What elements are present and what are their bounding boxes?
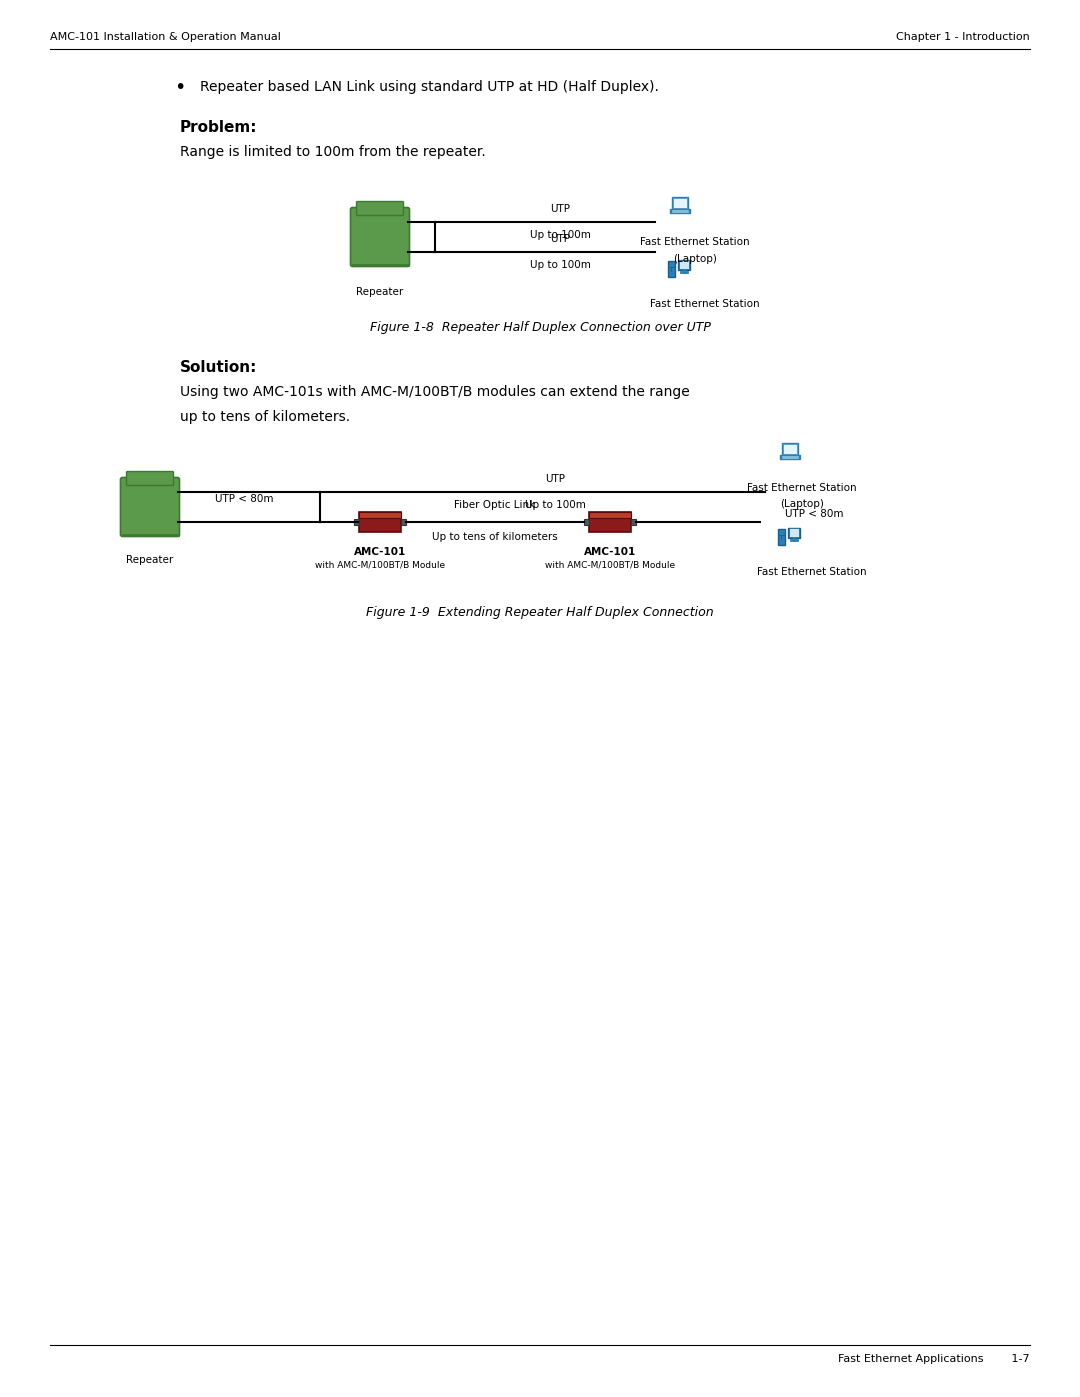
Bar — [787, 528, 800, 538]
Text: AMC-101: AMC-101 — [354, 548, 406, 557]
Text: AMC-101 Installation & Operation Manual: AMC-101 Installation & Operation Manual — [50, 32, 281, 42]
Text: UTP: UTP — [550, 235, 570, 244]
Text: AMC-101: AMC-101 — [584, 548, 636, 557]
Text: Repeater: Repeater — [356, 286, 404, 298]
Text: Fast Ethernet Station: Fast Ethernet Station — [640, 237, 750, 247]
Text: Figure 1-9  Extending Repeater Half Duplex Connection: Figure 1-9 Extending Repeater Half Duple… — [366, 605, 714, 619]
FancyBboxPatch shape — [121, 478, 179, 536]
Bar — [678, 260, 690, 270]
Bar — [781, 455, 799, 458]
Text: Fast Ethernet Station: Fast Ethernet Station — [747, 483, 856, 493]
Text: up to tens of kilometers.: up to tens of kilometers. — [180, 409, 350, 425]
Bar — [788, 528, 799, 536]
FancyBboxPatch shape — [351, 208, 409, 267]
Bar — [782, 443, 798, 455]
Text: UTP: UTP — [550, 204, 570, 214]
Text: UTP < 80m: UTP < 80m — [785, 509, 843, 520]
Text: UTP: UTP — [545, 474, 565, 483]
Bar — [359, 511, 401, 518]
FancyBboxPatch shape — [126, 472, 174, 486]
Text: Up to 100m: Up to 100m — [525, 500, 585, 510]
Text: Using two AMC-101s with AMC-M/100BT/B modules can extend the range: Using two AMC-101s with AMC-M/100BT/B mo… — [180, 386, 690, 400]
Bar — [678, 260, 689, 268]
Text: Repeater based LAN Link using standard UTP at HD (Half Duplex).: Repeater based LAN Link using standard U… — [200, 80, 659, 94]
Bar — [359, 511, 401, 532]
Text: Repeater: Repeater — [126, 555, 174, 564]
Bar — [401, 520, 406, 525]
Text: (Laptop): (Laptop) — [673, 254, 717, 264]
Bar — [667, 261, 675, 277]
Text: Chapter 1 - Introduction: Chapter 1 - Introduction — [896, 32, 1030, 42]
Text: with AMC-M/100BT/B Module: with AMC-M/100BT/B Module — [315, 560, 445, 569]
Text: (Laptop): (Laptop) — [780, 499, 824, 509]
Bar — [589, 511, 631, 532]
Bar — [631, 520, 636, 525]
Text: Figure 1-8  Repeater Half Duplex Connection over UTP: Figure 1-8 Repeater Half Duplex Connecti… — [369, 320, 711, 334]
Bar — [671, 210, 690, 212]
Text: Up to 100m: Up to 100m — [529, 231, 591, 240]
Bar — [672, 197, 688, 210]
Text: Fast Ethernet Station: Fast Ethernet Station — [650, 299, 760, 309]
Bar — [783, 444, 797, 454]
Bar — [589, 511, 631, 518]
Bar — [778, 529, 785, 545]
Text: UTP < 80m: UTP < 80m — [215, 495, 273, 504]
Text: Up to 100m: Up to 100m — [529, 260, 591, 270]
Text: Solution:: Solution: — [180, 359, 257, 374]
Text: •: • — [174, 77, 186, 96]
Text: Range is limited to 100m from the repeater.: Range is limited to 100m from the repeat… — [180, 145, 486, 159]
Bar — [584, 520, 589, 525]
Bar — [354, 520, 359, 525]
Text: Up to tens of kilometers: Up to tens of kilometers — [432, 532, 558, 542]
Text: Fiber Optic Link: Fiber Optic Link — [455, 500, 536, 510]
Text: Fast Ethernet Applications        1-7: Fast Ethernet Applications 1-7 — [838, 1354, 1030, 1363]
Text: Problem:: Problem: — [180, 120, 257, 134]
Text: with AMC-M/100BT/B Module: with AMC-M/100BT/B Module — [545, 560, 675, 569]
Text: Fast Ethernet Station: Fast Ethernet Station — [757, 567, 867, 577]
Bar — [674, 198, 687, 208]
FancyBboxPatch shape — [356, 201, 404, 215]
